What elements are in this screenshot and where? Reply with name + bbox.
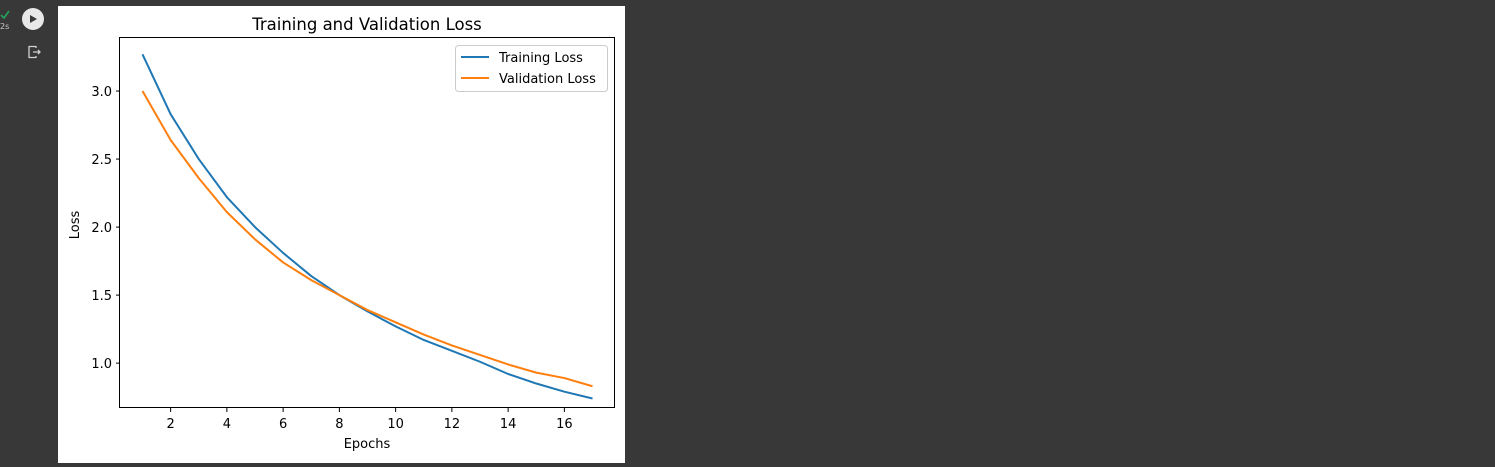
legend-box <box>455 45 608 92</box>
legend-label-validation: Validation Loss <box>499 72 596 87</box>
series-lines <box>141 53 593 400</box>
cell-output: Training and Validation Loss Loss Epochs… <box>58 6 625 463</box>
play-icon <box>30 15 37 23</box>
y-tick-label: 2.0 <box>91 221 112 236</box>
x-tick-label: 12 <box>444 417 461 432</box>
y-axis-label: Loss <box>68 211 83 240</box>
x-axis-label: Epochs <box>344 437 391 452</box>
cell-gutter: 2s <box>0 0 58 463</box>
x-tick-label: 14 <box>500 417 517 432</box>
axis-ticks: 2 4 6 8 10 12 14 16 1.0 1.5 2.0 2.5 3.0 <box>91 85 572 432</box>
legend: Training Loss Validation Loss <box>455 45 608 92</box>
y-tick-label: 1.5 <box>91 289 112 304</box>
output-redirect-icon[interactable] <box>27 45 41 59</box>
x-tick-label: 16 <box>556 417 573 432</box>
empty-workspace <box>625 0 1495 463</box>
check-icon <box>0 10 10 20</box>
validation-loss-line <box>141 90 593 388</box>
x-tick-label: 4 <box>223 417 231 432</box>
y-tick-label: 2.5 <box>91 153 112 168</box>
y-tick-label: 1.0 <box>91 357 112 372</box>
x-tick-label: 8 <box>335 417 343 432</box>
run-cell-button[interactable] <box>22 8 44 30</box>
training-loss-line <box>141 53 593 400</box>
loss-chart: Training and Validation Loss Loss Epochs… <box>68 15 615 452</box>
y-tick-label: 3.0 <box>91 85 112 100</box>
chart-title: Training and Validation Loss <box>251 15 482 34</box>
execution-time: 2s <box>0 22 10 31</box>
x-tick-label: 2 <box>166 417 174 432</box>
x-tick-label: 6 <box>279 417 287 432</box>
legend-label-training: Training Loss <box>498 51 583 66</box>
x-tick-label: 10 <box>387 417 404 432</box>
plot-frame <box>119 37 615 408</box>
